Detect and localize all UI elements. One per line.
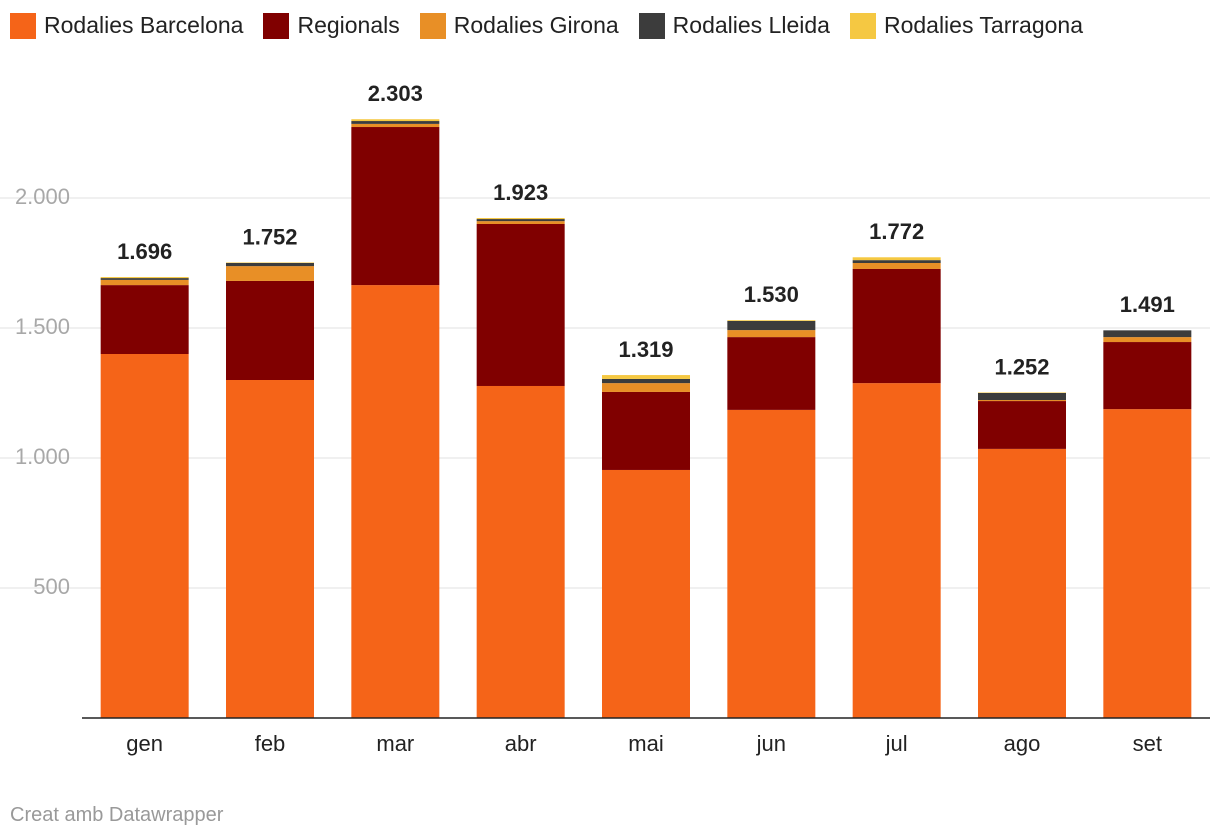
bar-segment: [727, 320, 816, 321]
x-tick-label: abr: [505, 731, 537, 756]
legend-label: Rodalies Lleida: [672, 12, 830, 38]
bar-segment: [226, 380, 314, 718]
x-tick-label: mai: [628, 731, 663, 756]
bar-segment: [1103, 337, 1192, 343]
bar-segment: [1103, 330, 1192, 338]
legend-swatch: [419, 12, 446, 39]
total-label: 1.752: [242, 224, 297, 249]
bar-segment: [226, 266, 314, 281]
bar-segment: [1103, 409, 1192, 718]
legend-label: Rodalies Tarragona: [883, 12, 1083, 38]
x-tick-label: mar: [376, 731, 414, 756]
legend-swatch: [263, 12, 290, 39]
bar-segment: [602, 391, 690, 470]
bar-segment: [351, 119, 440, 122]
bar-segment: [602, 375, 690, 379]
y-tick-label: 1.000: [15, 444, 70, 469]
bar-segment: [978, 393, 1066, 401]
x-tick-label: feb: [255, 731, 286, 756]
legend-item: Rodalies Tarragona: [849, 12, 1083, 39]
bar-segment: [476, 385, 565, 718]
legend-item: Rodalies Lleida: [638, 12, 830, 39]
bar-segment: [727, 330, 816, 338]
bar-segment: [978, 400, 1066, 402]
legend-item: Regionals: [263, 12, 400, 39]
bar-segment: [978, 401, 1066, 449]
bar-segment: [1103, 342, 1192, 410]
bar-segment: [226, 280, 314, 380]
total-label: 2.303: [368, 81, 423, 106]
bar-segment: [476, 221, 565, 224]
bar-segment: [100, 278, 189, 280]
bar-segment: [476, 224, 565, 386]
bar-segment: [727, 337, 816, 410]
legend-item: Rodalies Girona: [419, 12, 619, 39]
legend-swatch: [849, 12, 876, 39]
total-label: 1.696: [117, 239, 172, 264]
legend: Rodalies Barcelona Regionals Rodalies Giro…: [10, 12, 1083, 39]
bar-segment: [602, 378, 690, 384]
legend-item: Rodalies Barcelona: [10, 12, 243, 39]
legend-label: Rodalies Girona: [453, 12, 619, 38]
bar-segment: [727, 320, 816, 331]
y-tick-label: 500: [33, 574, 70, 599]
total-label: 1.923: [493, 180, 548, 205]
legend-label: Regionals: [297, 12, 400, 38]
bar-segment: [351, 121, 440, 124]
bar-segment: [351, 123, 440, 128]
legend-label: Rodalies Barcelona: [44, 12, 244, 38]
footer: Creat amb Datawrapper: [10, 804, 224, 826]
bar-segment: [100, 277, 189, 279]
x-tick-label: ago: [1004, 731, 1041, 756]
bar-segment: [602, 469, 690, 718]
total-label: 1.319: [618, 337, 673, 362]
legend-swatch: [10, 12, 36, 39]
bar-segment: [476, 219, 565, 222]
legend-swatch: [638, 12, 665, 39]
total-label: 1.530: [744, 282, 799, 307]
total-label: 1.491: [1120, 292, 1175, 317]
bar-segment: [602, 383, 690, 392]
y-tick-label: 2.000: [15, 184, 70, 209]
bar-segment: [852, 260, 941, 263]
bar-segment: [100, 354, 189, 718]
x-tick-label: gen: [126, 731, 163, 756]
bar-segment: [978, 448, 1066, 718]
bar-segment: [226, 263, 314, 267]
bar-segment: [100, 279, 189, 286]
bar-segment: [100, 285, 189, 354]
bar-segment: [226, 262, 314, 263]
x-tick-label: jun: [756, 731, 786, 756]
bar-segment: [852, 257, 941, 261]
bar-segment: [727, 409, 816, 718]
bar-segment: [978, 392, 1066, 393]
x-tick-label: jul: [885, 731, 908, 756]
y-tick-label: 1.500: [15, 314, 70, 339]
bar-segment: [351, 127, 440, 286]
bar-segment: [476, 218, 565, 220]
bar-segment: [852, 383, 941, 718]
bar-segment: [852, 263, 941, 269]
total-label: 1.252: [994, 354, 1049, 379]
bar-segment: [351, 285, 440, 718]
total-label: 1.772: [869, 219, 924, 244]
bar-segment: [852, 268, 941, 384]
x-tick-label: set: [1133, 731, 1162, 756]
